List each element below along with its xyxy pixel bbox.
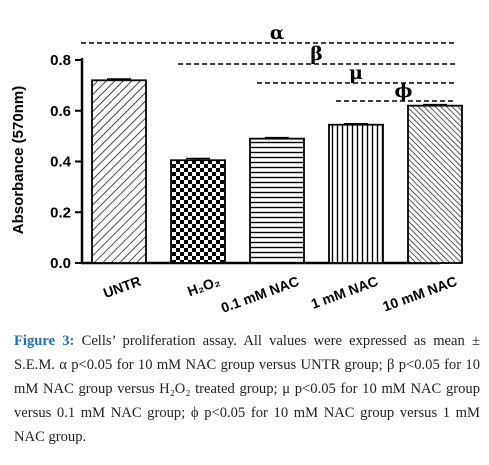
x-category-label-3: 1 mM NAC bbox=[309, 273, 380, 312]
bar-chart: Absorbance (570nm) 0.0 0.2 0.4 0.6 0.8 UNTR H… bbox=[10, 22, 463, 316]
bar-0 bbox=[91, 79, 147, 264]
y-tick-label: 0.8 bbox=[50, 52, 71, 69]
caption-label: Figure 3: bbox=[14, 333, 75, 349]
y-tick-label: 0.6 bbox=[50, 103, 71, 120]
x-category-label-4: 10 mM NAC bbox=[380, 273, 459, 315]
y-tick-label: 0.2 bbox=[50, 204, 71, 221]
y-tick-label: 0.0 bbox=[50, 255, 71, 272]
caption-text: Cells’ proliferation assay. All values w… bbox=[14, 333, 480, 445]
figure-caption: Figure 3: Cells’ proliferation assay. Al… bbox=[14, 329, 480, 449]
significance-symbol-2: μ bbox=[349, 62, 363, 84]
y-tick-label: 0.4 bbox=[50, 154, 72, 171]
x-category-label-0: UNTR bbox=[101, 273, 143, 301]
bar-4 bbox=[407, 104, 463, 264]
bar-2 bbox=[249, 137, 305, 264]
bar-3 bbox=[328, 123, 384, 264]
x-category-label-2: 0.1 mM NAC bbox=[219, 273, 301, 316]
x-category-label-1: H₂O₂ bbox=[185, 273, 222, 299]
bar-1 bbox=[170, 159, 226, 264]
significance-symbol-3: ϕ bbox=[395, 80, 413, 102]
significance-symbol-1: β bbox=[310, 43, 323, 65]
significance-symbol-0: α bbox=[270, 22, 285, 44]
significance-lines: α β μ ϕ bbox=[81, 22, 455, 102]
y-axis-label: Absorbance (570nm) bbox=[10, 86, 27, 234]
